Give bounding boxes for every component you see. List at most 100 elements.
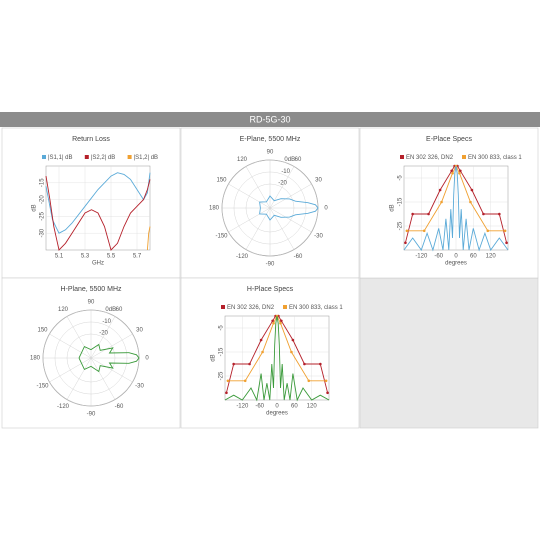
marker <box>303 362 306 366</box>
angle-label: 90 <box>88 300 95 306</box>
ring-label: -20 <box>278 180 287 186</box>
angle-label: -150 <box>215 234 228 240</box>
chart-title: E-Place Specs <box>426 136 472 143</box>
chart-title: E-Plane, 5500 MHz <box>240 136 301 143</box>
x-tick-label: 120 <box>307 404 318 410</box>
marker <box>319 362 322 366</box>
legend-swatch <box>127 155 132 159</box>
plot-area <box>45 165 151 251</box>
legend-label: EN 302 326, DN2 <box>406 155 454 161</box>
angle-label: 0 <box>324 206 328 212</box>
marker <box>505 241 508 245</box>
marker <box>248 362 251 366</box>
marker <box>271 319 274 323</box>
angle-label: 150 <box>216 178 227 184</box>
marker <box>422 229 426 233</box>
marker <box>438 188 442 192</box>
y-axis-label: dB <box>32 204 38 211</box>
header-bar <box>0 112 540 127</box>
marker <box>459 169 462 173</box>
y-tick-label: -20 <box>40 195 46 204</box>
marker <box>291 338 295 342</box>
marker <box>405 229 409 233</box>
x-tick-label: 60 <box>291 404 298 410</box>
series-line <box>45 172 151 234</box>
angle-label: -30 <box>314 234 323 240</box>
x-tick-label: -120 <box>236 404 249 410</box>
angle-label: -60 <box>115 404 124 410</box>
header-title: RD-5G-30 <box>249 114 290 124</box>
x-tick-label: -60 <box>255 404 264 410</box>
angle-label: -150 <box>36 384 49 390</box>
marker <box>307 379 311 383</box>
legend-label: EN 300 833, class 1 <box>289 305 343 311</box>
chart-title: H-Plane, 5500 MHz <box>60 286 122 293</box>
series-line <box>146 226 151 251</box>
x-tick-label: 0 <box>275 404 279 410</box>
x-tick-label: 5.7 <box>133 254 142 260</box>
marker <box>498 212 501 216</box>
x-tick-label: 5.5 <box>107 254 116 260</box>
angle-label: 30 <box>136 328 143 334</box>
y-tick-label: -5 <box>219 325 225 331</box>
ring-label: 0dB <box>284 157 295 163</box>
y-tick-label: -30 <box>40 228 46 237</box>
angle-label: 150 <box>37 328 48 334</box>
ring-label: -10 <box>281 169 290 175</box>
series-line <box>403 165 509 252</box>
angle-label: 180 <box>30 356 41 362</box>
chart-title: H-Place Specs <box>247 286 294 293</box>
marker <box>470 188 474 192</box>
angle-label: 90 <box>267 150 274 156</box>
angle-label: 0 <box>145 356 149 362</box>
x-tick-label: -120 <box>415 254 428 260</box>
angle-label: -30 <box>135 384 144 390</box>
legend-swatch <box>283 305 287 309</box>
y-tick-label: -15 <box>398 197 404 206</box>
ring-grid-line <box>66 333 116 383</box>
marker <box>411 212 414 216</box>
x-axis-label: degrees <box>266 411 288 417</box>
y-axis-label: dB <box>211 354 217 361</box>
x-tick-label: 5.1 <box>55 254 64 260</box>
marker <box>482 212 485 216</box>
marker <box>232 362 235 366</box>
legend-label: |S2,2| dB <box>91 155 115 161</box>
marker <box>451 171 454 175</box>
ring-label: -10 <box>102 319 111 325</box>
x-tick-label: 120 <box>486 254 497 260</box>
marker <box>280 319 283 323</box>
y-tick-label: -15 <box>40 178 46 187</box>
y-axis-label: dB <box>390 204 396 211</box>
ring-grid-line <box>245 183 295 233</box>
ring-grid-line <box>54 321 128 395</box>
marker <box>259 338 263 342</box>
marker <box>486 229 490 233</box>
marker <box>324 379 328 383</box>
angle-label: 120 <box>237 157 248 163</box>
angle-label: 120 <box>58 307 69 313</box>
marker <box>326 391 329 395</box>
x-axis-label: degrees <box>445 261 467 267</box>
marker <box>272 321 275 325</box>
angle-label: 30 <box>315 178 322 184</box>
ring-grid-line <box>233 171 307 245</box>
angle-label: 60 <box>116 307 123 313</box>
legend-label: |S1,1| dB <box>48 155 72 161</box>
marker <box>279 321 282 325</box>
marker <box>440 200 443 204</box>
legend-swatch <box>400 155 404 159</box>
pattern-line <box>78 343 140 373</box>
legend-swatch <box>42 155 46 159</box>
ring-label: 0dB <box>105 307 116 313</box>
marker <box>290 350 293 354</box>
angle-label: -90 <box>87 412 96 418</box>
marker <box>404 241 407 245</box>
legend-label: EN 302 326, DN2 <box>227 305 275 311</box>
y-tick-label: -25 <box>219 371 225 380</box>
panel <box>1 127 181 279</box>
angle-label: -120 <box>57 404 70 410</box>
marker <box>226 379 230 383</box>
x-tick-label: -60 <box>434 254 443 260</box>
